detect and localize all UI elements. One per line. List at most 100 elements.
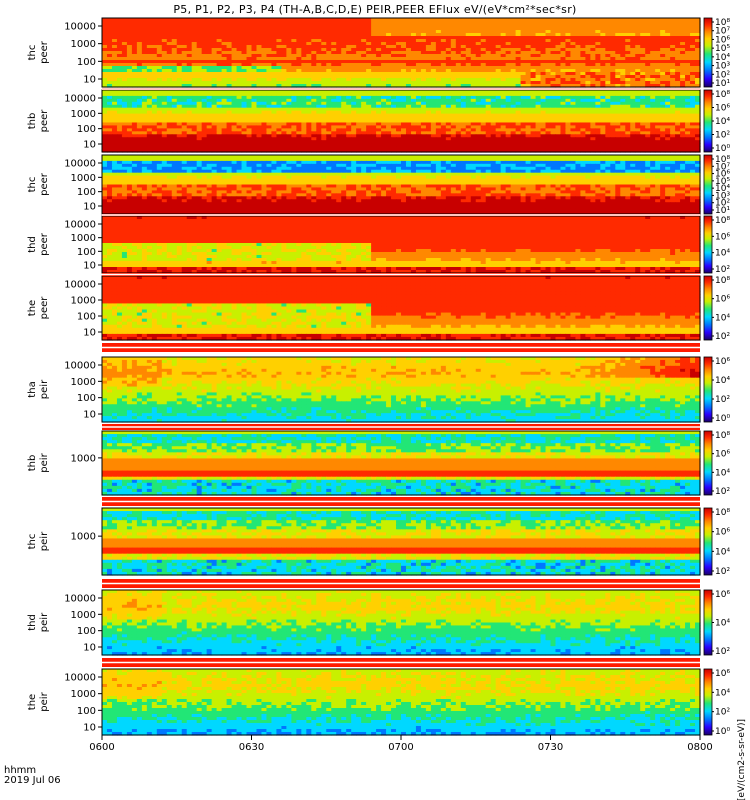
heatmap-cell xyxy=(401,57,407,61)
heatmap-cell xyxy=(396,18,402,22)
heatmap-cell xyxy=(396,27,402,31)
heatmap-cell xyxy=(570,57,577,61)
heatmap-cell xyxy=(261,57,268,61)
heatmap-cell xyxy=(131,42,138,46)
heatmap-cell xyxy=(221,45,228,49)
heatmap-cell xyxy=(525,21,532,25)
heatmap-cell xyxy=(450,48,457,52)
heatmap-cell xyxy=(435,33,442,37)
heatmap-cell xyxy=(211,60,218,64)
heatmap-cell xyxy=(216,57,223,61)
heatmap-cell xyxy=(246,36,253,40)
heatmap-cell xyxy=(336,27,342,31)
heatmap-cell xyxy=(141,18,148,22)
heatmap-cell xyxy=(545,18,552,22)
heatmap-cell xyxy=(470,54,477,58)
heatmap-cell xyxy=(455,54,462,58)
heatmap-cell xyxy=(261,63,268,67)
heatmap-cell xyxy=(331,33,337,37)
heatmap-cell xyxy=(595,60,601,64)
heatmap-cell xyxy=(615,18,621,22)
heatmap-cell xyxy=(580,30,586,34)
heatmap-cell xyxy=(690,42,696,46)
heatmap-cell xyxy=(296,18,302,22)
heatmap-cell xyxy=(206,18,213,22)
heatmap-cell xyxy=(475,48,482,52)
heatmap-cell xyxy=(560,51,567,55)
heatmap-cell xyxy=(231,30,238,34)
heatmap-cell xyxy=(550,42,557,46)
heatmap-cell xyxy=(480,48,487,52)
heatmap-cell xyxy=(620,24,626,28)
heatmap-cell xyxy=(485,45,492,49)
heatmap-cell xyxy=(141,60,148,64)
heatmap-cell xyxy=(361,24,367,28)
heatmap-cell xyxy=(530,60,537,64)
heatmap-cell xyxy=(296,48,302,52)
heatmap-cell xyxy=(166,57,173,61)
heatmap-cell xyxy=(216,66,223,70)
heatmap-cell xyxy=(401,18,407,22)
heatmap-cell xyxy=(590,39,596,43)
heatmap-cell xyxy=(610,63,616,67)
heatmap-cell xyxy=(241,51,248,55)
heatmap-cell xyxy=(221,33,228,37)
heatmap-cell xyxy=(276,18,282,22)
heatmap-cell xyxy=(116,54,123,58)
heatmap-cell xyxy=(146,36,153,40)
heatmap-cell xyxy=(545,36,552,40)
panel-heatmap xyxy=(102,90,701,153)
heatmap-cell xyxy=(595,45,601,49)
heatmap-cell xyxy=(401,27,407,31)
heatmap-cell xyxy=(510,27,517,31)
heatmap-cell xyxy=(106,66,113,70)
heatmap-cell xyxy=(675,33,681,37)
chart-title-text: P5, P1, P2, P3, P4 (TH-A,B,C,D,E) PEIR,P… xyxy=(173,3,576,16)
heatmap-cell xyxy=(430,39,437,43)
heatmap-cell xyxy=(525,54,532,58)
heatmap-cell xyxy=(181,66,188,70)
heatmap-cell xyxy=(271,63,278,67)
heatmap-cell xyxy=(106,24,113,28)
heatmap-cell xyxy=(560,33,567,37)
heatmap-cell xyxy=(316,63,322,67)
heatmap-cell xyxy=(565,18,572,22)
heatmap-cell xyxy=(321,57,327,61)
heatmap-cell xyxy=(650,60,656,64)
heatmap-cell xyxy=(580,21,586,25)
heatmap-cell xyxy=(540,30,547,34)
heatmap-cell xyxy=(316,39,322,43)
heatmap-cell xyxy=(251,36,258,40)
heatmap-cell xyxy=(560,36,567,40)
heatmap-cell xyxy=(276,33,282,37)
heatmap-cell xyxy=(450,63,457,67)
heatmap-cell xyxy=(401,45,407,49)
heatmap-cell xyxy=(480,18,487,22)
heatmap-cell xyxy=(420,36,427,40)
heatmap-cell xyxy=(386,51,392,55)
heatmap-cell xyxy=(465,66,472,70)
heatmap-cell xyxy=(440,36,447,40)
heatmap-cell xyxy=(376,24,382,28)
heatmap-cell xyxy=(381,54,387,58)
heatmap-cell xyxy=(625,57,631,61)
heatmap-cell xyxy=(171,36,178,40)
heatmap-cell xyxy=(166,39,173,43)
heatmap-cell xyxy=(326,36,332,40)
heatmap-cell xyxy=(146,18,153,22)
heatmap-cell xyxy=(151,42,158,46)
heatmap-cell xyxy=(336,36,342,40)
heatmap-cell xyxy=(321,18,327,22)
heatmap-cell xyxy=(156,45,163,49)
heatmap-cell xyxy=(111,63,118,67)
heatmap-cell xyxy=(450,42,457,46)
heatmap-cell xyxy=(495,30,502,34)
heatmap-cell xyxy=(116,24,123,28)
heatmap-cell xyxy=(351,39,357,43)
heatmap-cell xyxy=(445,42,452,46)
heatmap-cell xyxy=(216,36,223,40)
heatmap-cell xyxy=(106,30,113,34)
heatmap-cell xyxy=(366,30,372,34)
heatmap-cell xyxy=(336,18,342,22)
heatmap-cell xyxy=(625,42,631,46)
